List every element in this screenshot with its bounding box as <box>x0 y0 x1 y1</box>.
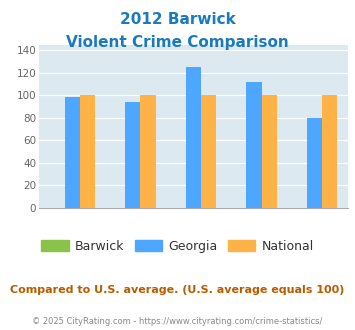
Bar <box>186 67 201 208</box>
Legend: Barwick, Georgia, National: Barwick, Georgia, National <box>42 240 313 253</box>
Text: Compared to U.S. average. (U.S. average equals 100): Compared to U.S. average. (U.S. average … <box>10 285 345 295</box>
Bar <box>80 95 95 208</box>
Text: © 2025 CityRating.com - https://www.cityrating.com/crime-statistics/: © 2025 CityRating.com - https://www.city… <box>32 317 323 326</box>
Bar <box>141 95 155 208</box>
Bar <box>201 95 216 208</box>
Text: 2012 Barwick: 2012 Barwick <box>120 12 235 26</box>
Bar <box>307 118 322 208</box>
Bar <box>65 97 80 208</box>
Bar <box>125 102 141 208</box>
Text: Violent Crime Comparison: Violent Crime Comparison <box>66 35 289 50</box>
Bar <box>262 95 277 208</box>
Bar <box>246 82 262 208</box>
Bar <box>322 95 337 208</box>
